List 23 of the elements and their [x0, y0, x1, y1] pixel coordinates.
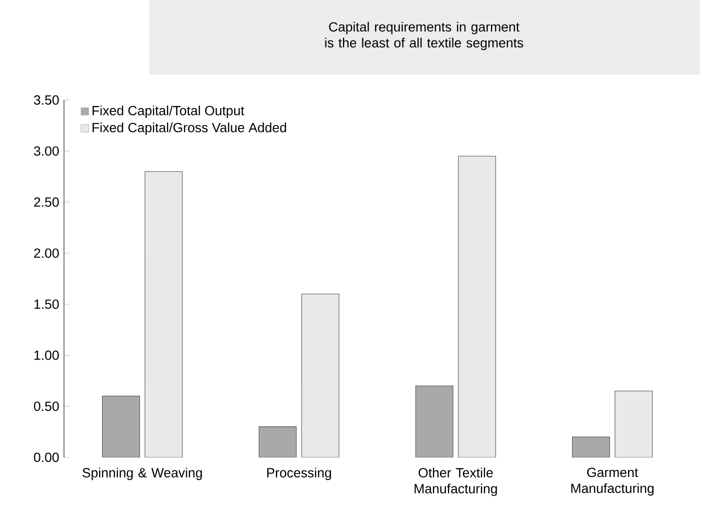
y-tick-label: 2.50: [34, 197, 59, 207]
bar: [301, 294, 340, 458]
y-tick-label: 0.50: [34, 402, 59, 411]
legend-label: Fixed Capital/Gross Value Added: [92, 122, 286, 135]
y-tick-label: 1.50: [34, 299, 59, 309]
bar: [258, 426, 297, 458]
y-tick-label: 3.00: [34, 146, 59, 156]
y-tick-label: 1.00: [34, 350, 59, 360]
legend-label: Fixed Capital/Total Output: [92, 106, 244, 118]
bar: [458, 156, 496, 458]
x-tick-label: Other Textile Manufacturing: [414, 468, 497, 496]
x-tick-label: Processing: [267, 468, 331, 480]
y-tick-label: 0.00: [34, 452, 59, 462]
bar: [614, 390, 653, 458]
y-tick-label: 2.00: [34, 248, 59, 258]
chart-title: Capital requirements in garment is the least of all textile segments: [325, 22, 524, 50]
y-tick-label: 3.50: [34, 95, 59, 105]
x-tick-label: Spinning & Weaving: [82, 468, 202, 480]
bar: [572, 436, 610, 458]
bar: [102, 396, 140, 458]
bar: [415, 386, 454, 458]
x-tick-label: Garment Manufacturing: [571, 468, 654, 496]
bar: [144, 171, 183, 458]
